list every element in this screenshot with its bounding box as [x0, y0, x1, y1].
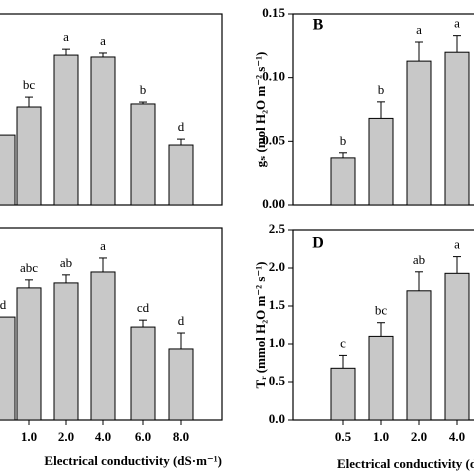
- significance-label: ab: [60, 255, 72, 270]
- x-tick-label: 1.0: [21, 429, 37, 444]
- bar: [444, 51, 470, 206]
- y-tick-label: 1.0: [269, 335, 285, 350]
- significance-label: b: [378, 82, 385, 97]
- x-tick-label: 4.0: [449, 429, 465, 444]
- bar: [406, 60, 432, 206]
- significance-label: a: [100, 33, 106, 48]
- bar: [368, 335, 394, 421]
- y-axis-label: Tᵣ (mmol H₂O m⁻² s⁻¹): [253, 262, 268, 389]
- significance-label: a: [454, 237, 460, 252]
- significance-label: abc: [20, 260, 38, 275]
- bar: [16, 287, 42, 421]
- plot-frame: [0, 227, 223, 421]
- x-axis-label: Electrical conductivity (dS·m⁻¹): [337, 456, 474, 471]
- y-tick-label: 0.5: [269, 373, 286, 388]
- x-tick-label: 2.0: [411, 429, 427, 444]
- x-tick-label: 6.0: [135, 429, 151, 444]
- bar: [330, 157, 356, 206]
- significance-label: a: [100, 238, 106, 253]
- significance-label: b: [140, 82, 147, 97]
- bar: [53, 54, 79, 206]
- significance-label: cd: [137, 300, 150, 315]
- plot-frame: [0, 13, 223, 206]
- significance-label: ab: [413, 252, 425, 267]
- x-axis-label: Electrical conductivity (dS·m⁻¹): [44, 453, 222, 468]
- y-tick-label: 1.5: [269, 297, 286, 312]
- bar: [0, 316, 16, 421]
- x-tick-label: 2.0: [58, 429, 74, 444]
- y-tick-label: 0.05: [262, 132, 285, 147]
- bar: [130, 103, 156, 206]
- y-tick-label: 0.15: [262, 5, 285, 20]
- bar: [53, 282, 79, 421]
- bar: [168, 144, 194, 206]
- panel-label: D: [312, 235, 324, 252]
- bar: [130, 326, 156, 421]
- bar: [168, 348, 194, 421]
- x-tick-label: 0.5: [335, 429, 352, 444]
- significance-label: d: [0, 297, 7, 312]
- y-axis-label: gₛ (mol H₂O m⁻² s⁻¹): [253, 52, 268, 168]
- bar: [406, 290, 432, 421]
- x-tick-label: 1.0: [373, 429, 389, 444]
- significance-label: a: [63, 29, 69, 44]
- significance-label: c: [340, 335, 346, 350]
- bar: [444, 272, 470, 421]
- significance-label: d: [178, 119, 185, 134]
- panel-label: B: [313, 17, 324, 34]
- significance-label: a: [416, 22, 422, 37]
- significance-label: bc: [23, 77, 36, 92]
- bar: [16, 106, 42, 206]
- significance-label: bc: [375, 303, 388, 318]
- bar: [90, 271, 116, 421]
- bar: [90, 56, 116, 206]
- x-tick-label: 8.0: [173, 429, 189, 444]
- significance-label: d: [178, 313, 185, 328]
- y-tick-label: 0.0: [269, 411, 285, 426]
- bar: [330, 367, 356, 421]
- significance-label: a: [454, 16, 460, 31]
- y-tick-label: 2.0: [269, 259, 285, 274]
- x-tick-label: 4.0: [95, 429, 111, 444]
- y-tick-label: 2.5: [269, 221, 286, 236]
- y-tick-label: 0.00: [262, 196, 285, 211]
- bar: [368, 117, 394, 206]
- bar: [0, 134, 16, 206]
- y-tick-label: 0.10: [262, 69, 285, 84]
- significance-label: b: [340, 133, 347, 148]
